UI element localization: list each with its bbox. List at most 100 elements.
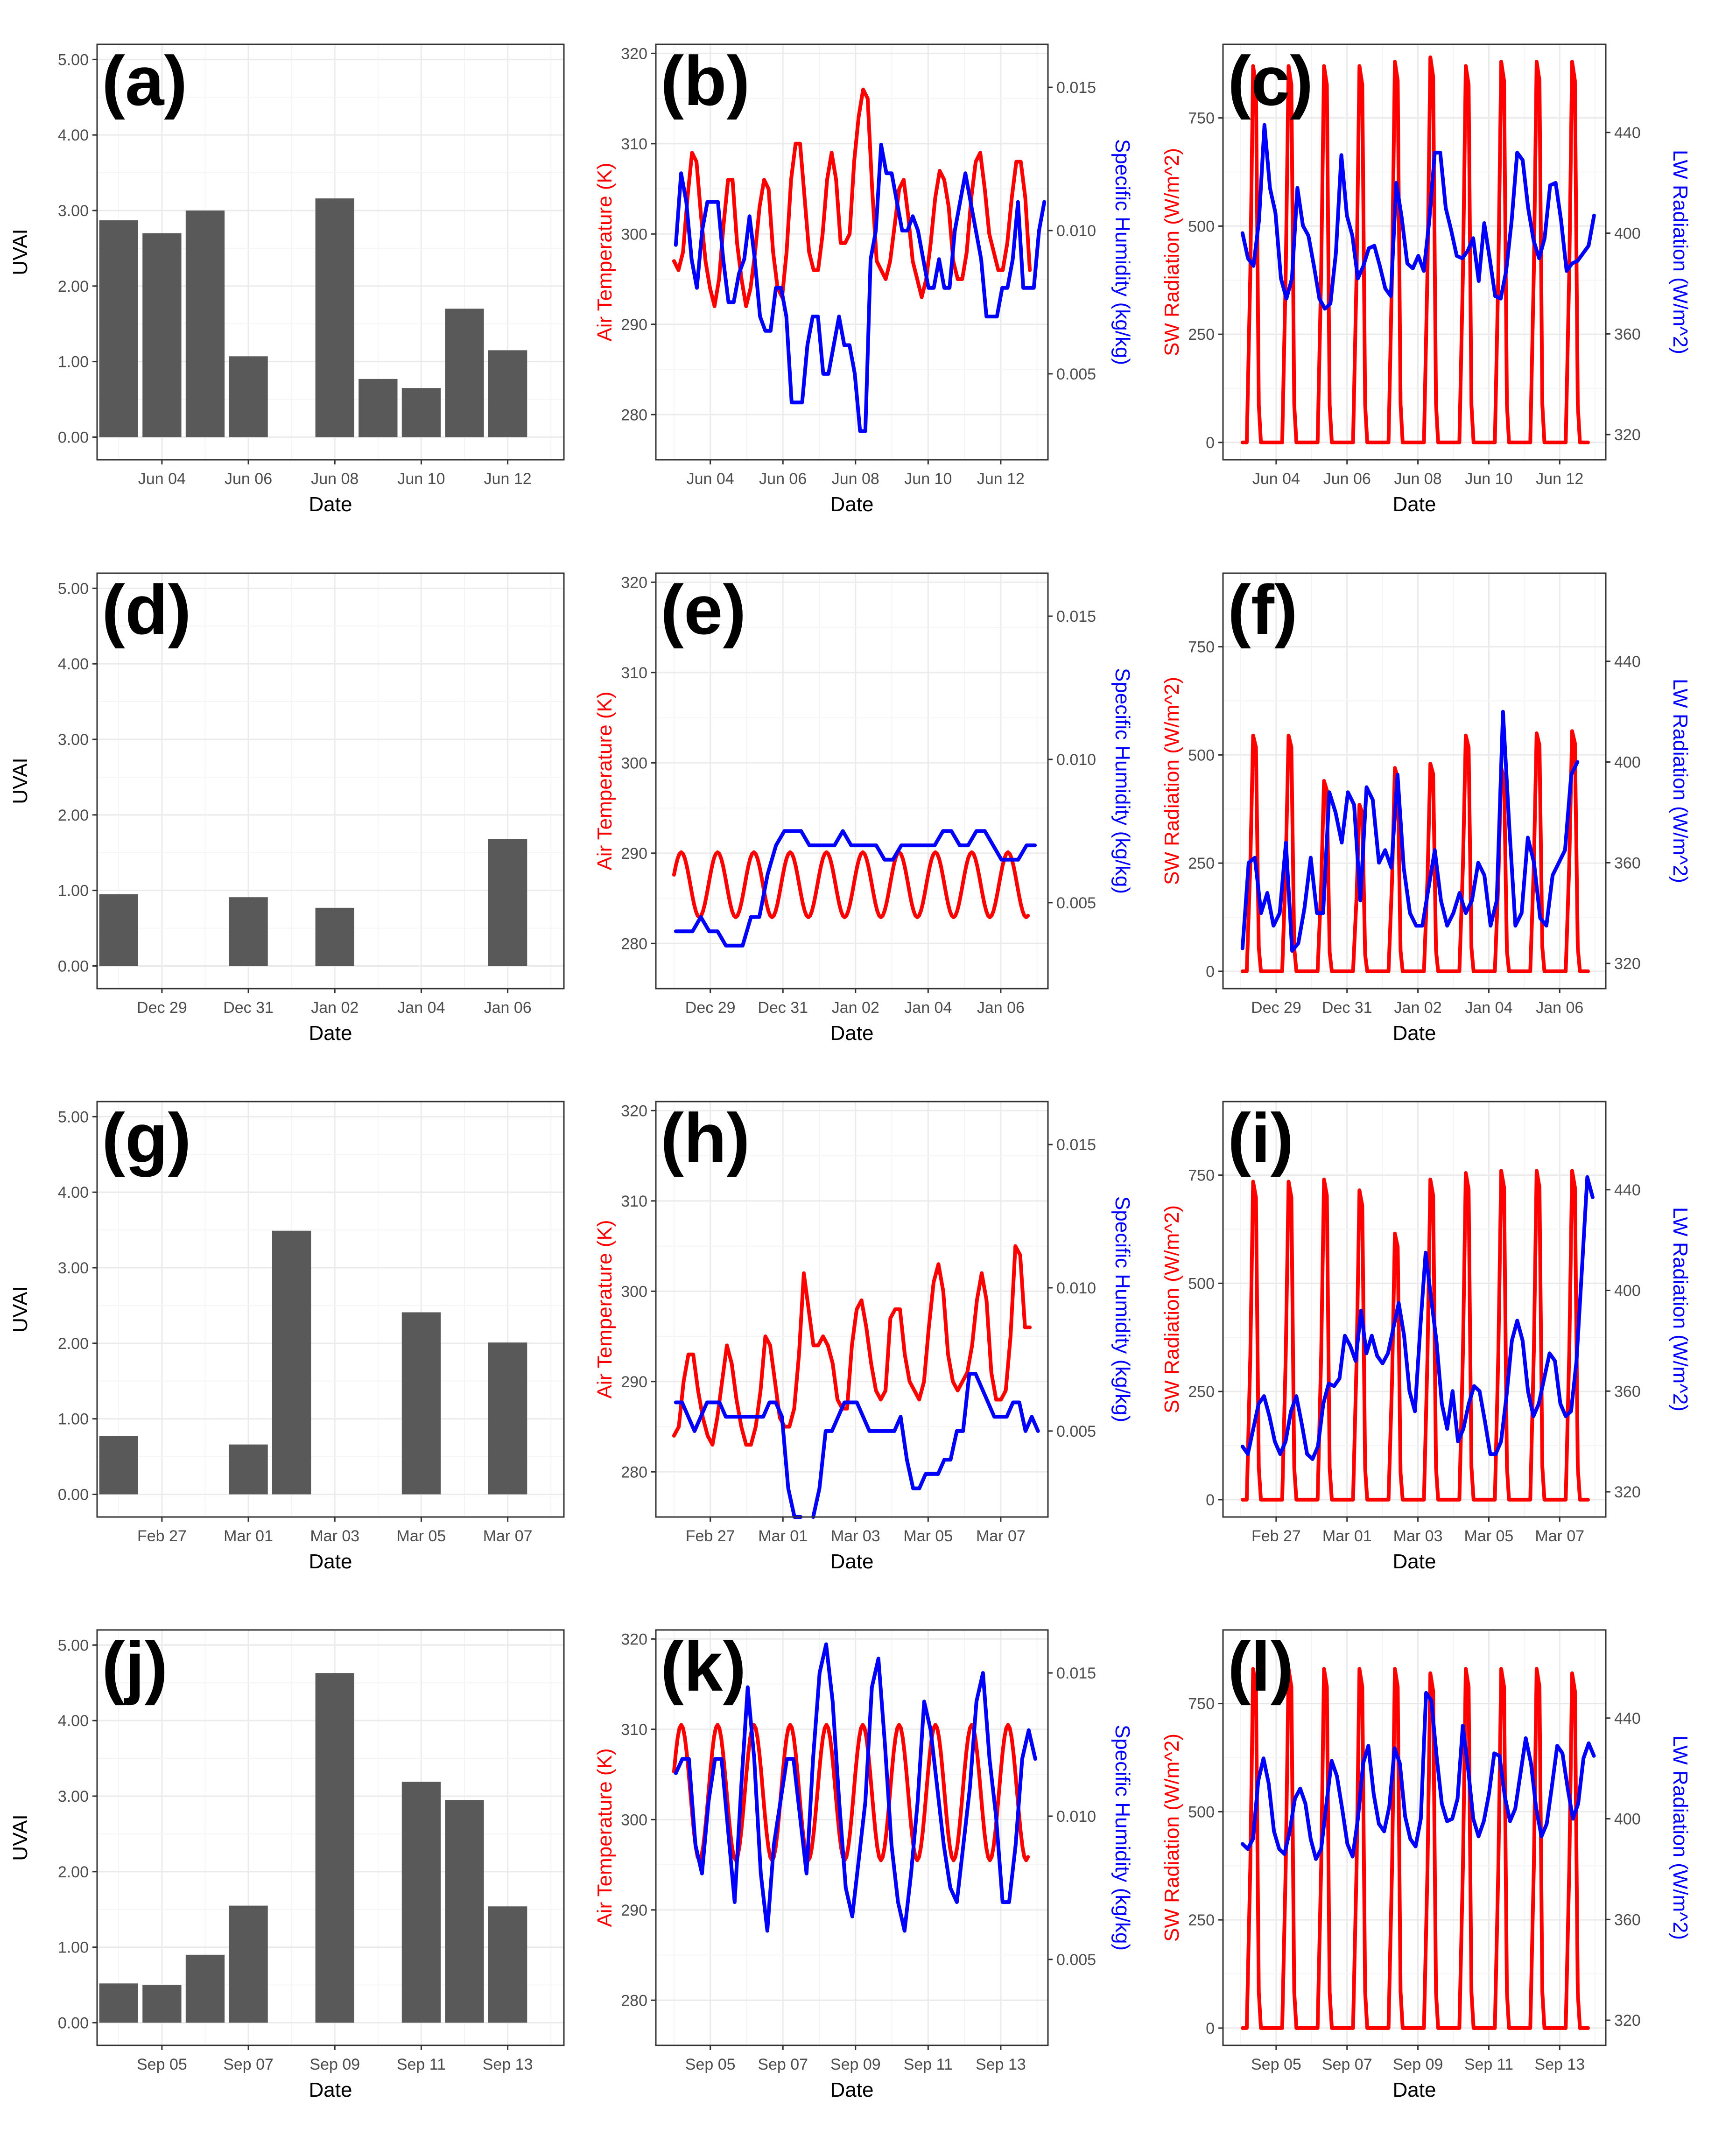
y-right-tick-label: 360 xyxy=(1614,854,1641,872)
x-axis-title: Date xyxy=(830,1022,874,1045)
x-tick-label: Jun 10 xyxy=(904,470,952,488)
y-tick-label: 250 xyxy=(1188,1911,1215,1929)
panel-border xyxy=(655,572,1049,990)
x-axis-title: Date xyxy=(1393,1550,1436,1573)
y-tick-label: 750 xyxy=(1188,639,1215,656)
panel-i: 0 250 500 750 320 360 400 440 SW Radiation (W/m^… xyxy=(1160,1099,1692,1573)
x-tick-label: Mar 07 xyxy=(976,1527,1026,1545)
panel-c: 0 250 500 750 320 360 400 440 SW Radiation (W/m^… xyxy=(1160,42,1692,516)
y-right-tick-label: 360 xyxy=(1614,1911,1641,1929)
y-right-axis-title: Specific Humidity (kg/kg) xyxy=(1111,1725,1134,1951)
plot-background xyxy=(656,1102,1048,1517)
x-tick-label: Jun 08 xyxy=(832,470,879,488)
x-tick-label: Sep 09 xyxy=(309,2056,360,2073)
x-tick-label: Sep 11 xyxy=(397,2056,446,2073)
y-tick-label: 500 xyxy=(1188,746,1215,764)
y-tick-label: 290 xyxy=(621,1373,647,1391)
panel-label: (f) xyxy=(1228,570,1298,649)
x-tick-label: Jan 06 xyxy=(1536,999,1583,1017)
y-left-axis-title: SW Radiation (W/m^2) xyxy=(1160,677,1183,885)
x-tick-label: Sep 13 xyxy=(976,2056,1026,2073)
x-tick-label: Sep 13 xyxy=(483,2056,533,2073)
panel-border xyxy=(655,43,1049,461)
panel-border xyxy=(96,572,565,990)
x-tick-label: Dec 31 xyxy=(223,999,274,1017)
y-tick-label: 290 xyxy=(621,1902,647,1919)
y-tick-label: 320 xyxy=(621,1102,647,1120)
y-left-axis-title: SW Radiation (W/m^2) xyxy=(1160,1205,1183,1413)
bar xyxy=(488,1906,527,2023)
y-right-tick-label: 320 xyxy=(1614,2012,1641,2030)
panel-label: (a) xyxy=(102,42,187,120)
x-tick-label: Mar 07 xyxy=(1535,1527,1584,1545)
y-tick-label: 250 xyxy=(1188,326,1215,344)
x-tick-label: Jun 12 xyxy=(1536,470,1583,488)
y-axis-title: UVAI xyxy=(9,758,32,804)
x-tick-label: Dec 31 xyxy=(758,999,808,1017)
panel-border xyxy=(1222,43,1607,461)
y-tick-label: 290 xyxy=(621,316,647,334)
x-tick-label: Sep 11 xyxy=(904,2056,953,2073)
panel-border xyxy=(1222,1101,1607,1518)
y-right-tick-label: 440 xyxy=(1614,653,1641,671)
panel-label: (i) xyxy=(1228,1099,1294,1177)
x-tick-label: Jun 06 xyxy=(759,470,807,488)
x-tick-label: Dec 31 xyxy=(1322,999,1372,1017)
panel-label: (e) xyxy=(661,570,746,649)
y-tick-label: 4.00 xyxy=(58,1184,89,1201)
y-tick-label: 310 xyxy=(621,135,647,153)
y-tick-label: 320 xyxy=(621,45,647,63)
y-right-tick-label: 0.005 xyxy=(1056,1951,1096,1969)
temperature-line xyxy=(672,1723,1030,1862)
y-tick-label: 320 xyxy=(621,1630,647,1648)
y-left-axis-title: SW Radiation (W/m^2) xyxy=(1160,148,1183,356)
y-tick-label: 3.00 xyxy=(58,1788,89,1805)
panel-border xyxy=(96,1629,565,2046)
y-right-tick-label: 400 xyxy=(1614,1282,1641,1300)
y-tick-label: 1.00 xyxy=(58,1411,89,1428)
y-right-tick-label: 440 xyxy=(1614,124,1641,142)
y-tick-label: 320 xyxy=(621,574,647,591)
y-tick-label: 750 xyxy=(1188,1695,1215,1713)
x-tick-label: Dec 29 xyxy=(1251,999,1301,1017)
panel-border xyxy=(96,1101,565,1518)
y-right-tick-label: 320 xyxy=(1614,1483,1641,1501)
bar xyxy=(185,1954,225,2023)
x-tick-label: Mar 07 xyxy=(483,1527,533,1545)
x-tick-label: Jun 06 xyxy=(1323,470,1371,488)
bar xyxy=(229,897,268,966)
bar xyxy=(445,1800,484,2023)
bar xyxy=(229,1905,268,2023)
y-axis-title: UVAI xyxy=(9,1286,32,1332)
y-right-tick-label: 0.010 xyxy=(1056,1279,1096,1297)
x-tick-label: Jun 04 xyxy=(687,470,734,488)
y-tick-label: 300 xyxy=(621,1283,647,1300)
plot-background xyxy=(656,1630,1048,2045)
y-right-tick-label: 0.005 xyxy=(1056,365,1096,383)
y-right-tick-label: 400 xyxy=(1614,1811,1641,1828)
y-tick-label: 3.00 xyxy=(58,731,89,749)
plot-background xyxy=(97,1102,564,1517)
x-tick-label: Jun 10 xyxy=(1465,470,1512,488)
panel-f: 0 250 500 750 320 360 400 440 SW Radiation (W/m^… xyxy=(1160,570,1692,1045)
x-tick-label: Mar 03 xyxy=(831,1527,880,1545)
y-tick-label: 500 xyxy=(1188,1803,1215,1821)
plot-background xyxy=(656,573,1048,989)
y-tick-label: 280 xyxy=(621,935,647,953)
x-tick-label: Mar 01 xyxy=(1322,1527,1372,1545)
x-tick-label: Mar 01 xyxy=(758,1527,808,1545)
y-tick-label: 3.00 xyxy=(58,1259,89,1277)
x-tick-label: Jan 04 xyxy=(1465,999,1512,1017)
panel-label: (k) xyxy=(661,1627,746,1706)
bar xyxy=(401,388,441,437)
y-tick-label: 0 xyxy=(1206,1491,1215,1509)
bar xyxy=(315,1673,354,2023)
y-right-tick-label: 360 xyxy=(1614,325,1641,343)
x-axis-title: Date xyxy=(830,2079,874,2101)
bar xyxy=(99,1436,138,1495)
x-tick-label: Jan 06 xyxy=(977,999,1025,1017)
panel-label: (j) xyxy=(102,1627,168,1706)
x-tick-label: Jan 04 xyxy=(397,999,445,1017)
x-tick-label: Sep 05 xyxy=(1251,2056,1301,2073)
x-tick-label: Feb 27 xyxy=(137,1527,187,1545)
